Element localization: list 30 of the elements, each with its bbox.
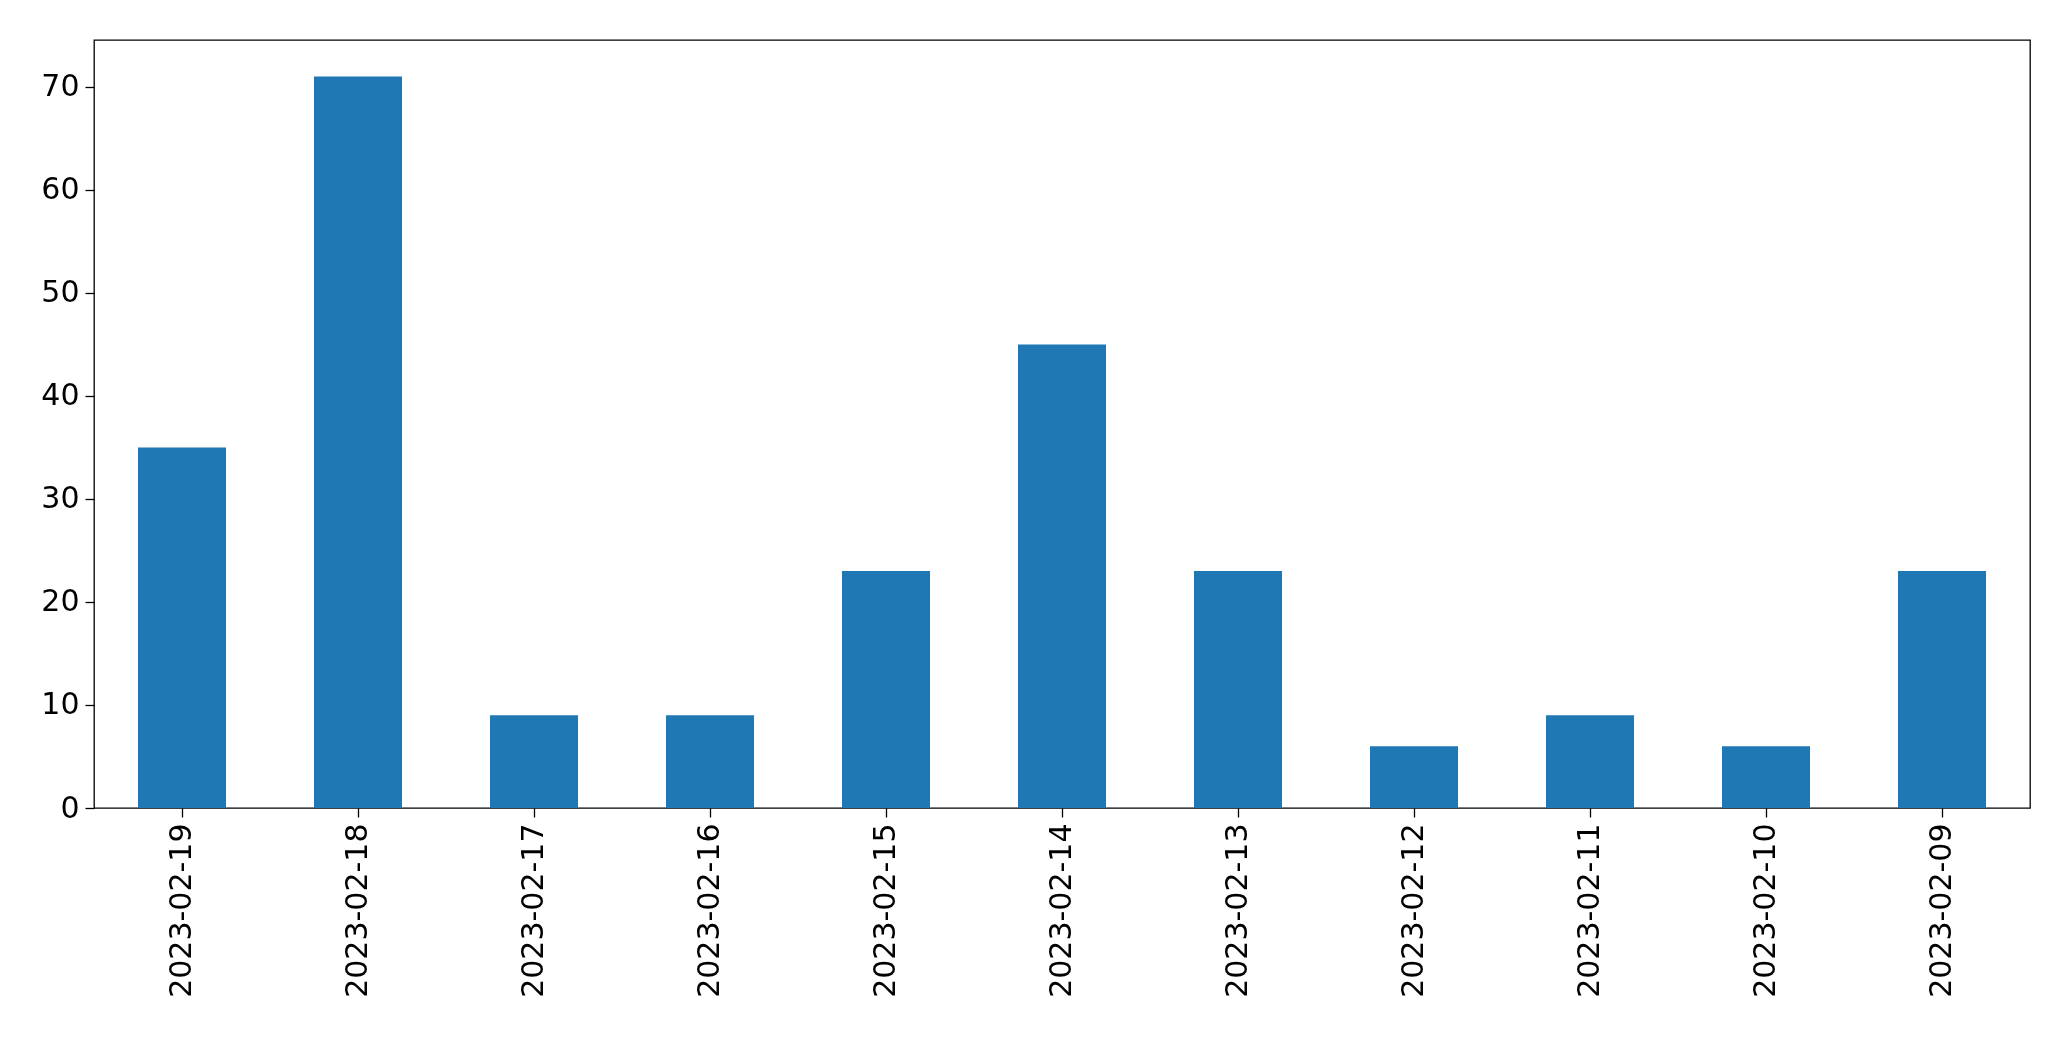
x-tick-label: 2023-02-15 — [867, 823, 902, 998]
y-tick-label: 60 — [41, 171, 80, 207]
bar — [138, 447, 226, 808]
y-tick-label: 20 — [41, 583, 80, 619]
bar — [842, 571, 930, 808]
bar — [1898, 571, 1986, 808]
bar — [1546, 715, 1634, 808]
y-tick-label: 0 — [60, 789, 80, 825]
y-tick-label: 50 — [41, 274, 80, 310]
y-tick-label: 40 — [41, 377, 80, 413]
x-tick-label: 2023-02-14 — [1043, 823, 1078, 998]
x-tick-label: 2023-02-19 — [163, 823, 198, 998]
x-tick-label: 2023-02-13 — [1219, 823, 1254, 998]
x-tick-label: 2023-02-11 — [1571, 823, 1606, 998]
bar — [1370, 746, 1458, 808]
bar — [666, 715, 754, 808]
y-tick-label: 70 — [41, 68, 80, 104]
bar — [1722, 746, 1810, 808]
x-tick-label: 2023-02-12 — [1395, 823, 1430, 998]
x-tick-label: 2023-02-09 — [1923, 823, 1958, 998]
x-tick-label: 2023-02-10 — [1747, 823, 1782, 998]
x-tick-label: 2023-02-16 — [691, 823, 726, 998]
x-tick-label: 2023-02-17 — [515, 823, 550, 998]
y-tick-label: 30 — [41, 480, 80, 516]
bar — [490, 715, 578, 808]
bar — [1194, 571, 1282, 808]
x-tick-label: 2023-02-18 — [339, 823, 374, 998]
bar — [314, 76, 402, 808]
y-tick-label: 10 — [41, 686, 80, 722]
bar — [1018, 344, 1106, 808]
